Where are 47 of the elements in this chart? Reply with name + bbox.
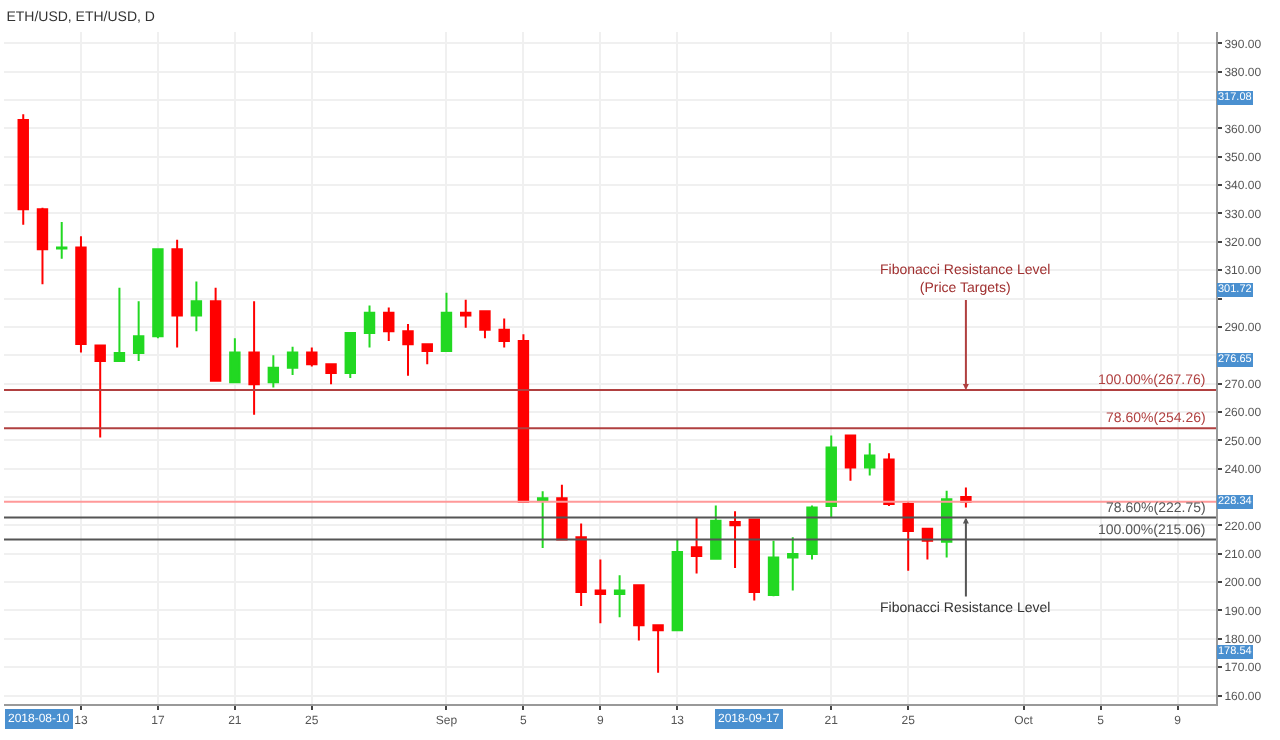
candlestick xyxy=(633,584,645,642)
candlestick xyxy=(344,331,356,379)
candlestick xyxy=(460,298,472,329)
candlestick xyxy=(902,500,914,572)
candlestick xyxy=(56,220,68,260)
candlestick xyxy=(363,304,376,349)
candlestick xyxy=(152,248,164,340)
candlestick xyxy=(190,280,203,333)
candlestick xyxy=(113,286,126,362)
candlestick xyxy=(421,343,433,366)
candlestick xyxy=(787,536,799,592)
candlestick xyxy=(132,300,145,362)
candlestick xyxy=(267,354,280,389)
candlestick xyxy=(17,113,29,226)
candlestick xyxy=(710,504,722,561)
candlestick xyxy=(825,434,837,519)
candlestick xyxy=(383,306,395,343)
candlestick xyxy=(75,235,87,354)
candlestick xyxy=(748,518,760,602)
candlestick xyxy=(479,310,491,340)
candlestick xyxy=(883,452,895,508)
candlestick xyxy=(402,323,414,377)
candlestick xyxy=(229,337,241,384)
candlestick xyxy=(652,624,664,674)
candlestick xyxy=(767,539,780,598)
candlestick xyxy=(613,574,626,619)
candlestick xyxy=(806,504,818,561)
candlestick xyxy=(671,538,684,632)
candlestick xyxy=(209,286,222,382)
candlestick xyxy=(498,317,510,349)
candlestick xyxy=(575,522,587,607)
candlestick xyxy=(536,490,549,550)
candlestick xyxy=(36,206,49,286)
candlestick xyxy=(864,442,876,477)
candlestick xyxy=(690,516,703,575)
candlestick xyxy=(844,433,857,482)
candlestick xyxy=(729,510,741,569)
candlestick xyxy=(306,346,318,368)
candlestick xyxy=(248,300,260,416)
candlestick xyxy=(94,344,106,439)
candlestick xyxy=(325,363,337,386)
candlestick xyxy=(171,238,183,349)
candlestick xyxy=(594,558,607,625)
candlestick xyxy=(517,333,530,504)
candlestick xyxy=(960,486,972,509)
candlestick xyxy=(286,345,299,377)
candlestick xyxy=(440,291,453,352)
